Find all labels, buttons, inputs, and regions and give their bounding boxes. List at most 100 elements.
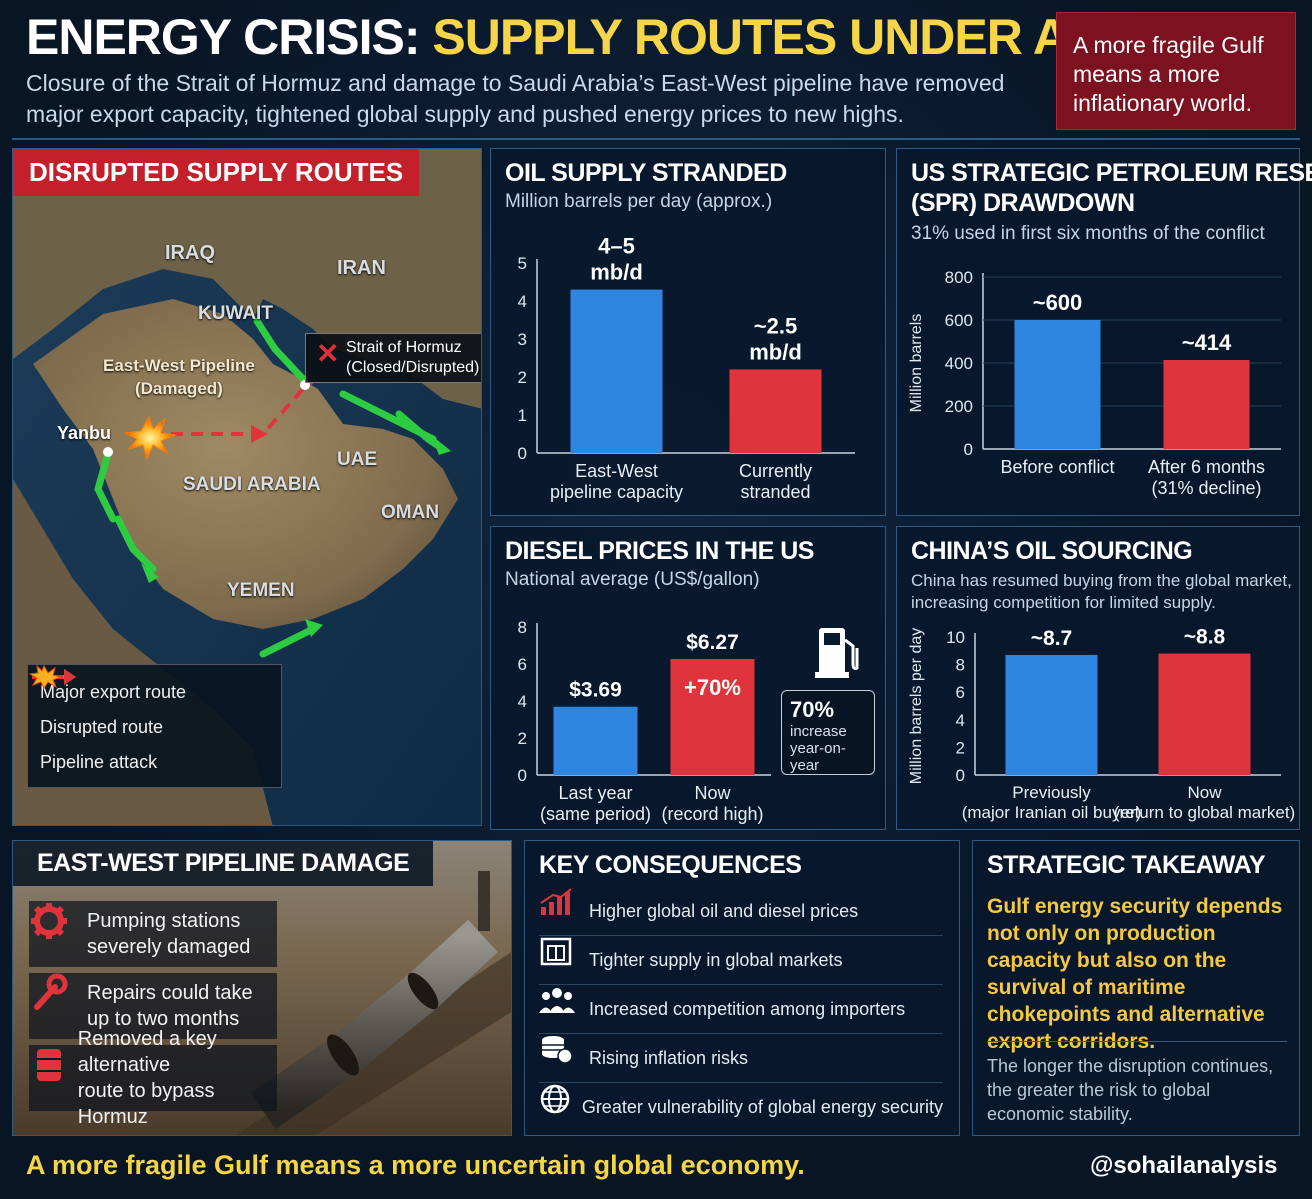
consequence-label: Tighter supply in global markets xyxy=(589,949,843,970)
major-export-routes xyxy=(94,317,447,658)
damage-item-line2: route to bypass Hormuz xyxy=(77,1080,215,1128)
y-tick-label: 0 xyxy=(518,766,527,785)
page-title: ENERGY CRISIS: SUPPLY ROUTES UNDER ATTAC… xyxy=(26,8,1226,66)
warehouse-icon xyxy=(540,937,572,966)
hormuz-callout: ✕ Strait of Hormuz (Closed/Disrupted) xyxy=(305,333,481,383)
category-label: (major Iranian oil buyer) xyxy=(962,803,1142,822)
category-label: Currently xyxy=(739,461,812,481)
oil-subtitle: Million barrels per day (approx.) xyxy=(505,191,773,212)
category-label: Before conflict xyxy=(1000,457,1114,477)
diesel-subtitle: National average (US$/gallon) xyxy=(505,569,760,590)
value-label: ~600 xyxy=(1033,290,1083,315)
y-axis-label: Million barrels xyxy=(908,314,925,413)
y-tick-label: 1 xyxy=(518,406,527,425)
china-panel: CHINA’S OIL SOURCING China has resumed b… xyxy=(896,526,1300,830)
y-tick-label: 5 xyxy=(518,254,527,273)
category-label: Now xyxy=(1187,783,1222,802)
value-label: 4–5 xyxy=(598,234,635,259)
label-iraq: IRAQ xyxy=(165,242,215,264)
label-oman: OMAN xyxy=(381,502,440,523)
consequence-label: Rising inflation risks xyxy=(589,1047,749,1068)
pipeline-label-line1: East-West Pipeline xyxy=(103,356,255,375)
label-kuwait: KUWAIT xyxy=(198,303,273,324)
badge-line1: increase xyxy=(790,723,847,740)
damage-title: EAST-WEST PIPELINE DAMAGE xyxy=(13,841,434,886)
bar xyxy=(553,706,638,775)
value-label: ~2.5 xyxy=(754,313,797,338)
y-tick-label: 6 xyxy=(518,655,527,674)
value-label: mb/d xyxy=(749,339,802,364)
explosion-icon xyxy=(28,665,62,689)
disrupted-arrowhead xyxy=(251,425,268,443)
map-legend: Major export route Disrupted route Pipel… xyxy=(27,664,282,788)
value-label: mb/d xyxy=(590,260,643,285)
legend-item-disrupted: Disrupted route xyxy=(32,669,269,745)
consequence-label: Higher global oil and diesel prices xyxy=(589,900,859,921)
category-label: stranded xyxy=(740,482,810,502)
y-tick-label: 8 xyxy=(518,618,527,637)
y-axis-label: Million barrels per day xyxy=(908,628,925,785)
legend-item-attack: Pipeline attack xyxy=(28,665,269,780)
footer-tagline: A more fragile Gulf means a more uncerta… xyxy=(26,1150,805,1180)
y-tick-label: 2 xyxy=(518,729,527,748)
china-subtitle-line2: increasing competition for limited suppl… xyxy=(911,593,1216,612)
y-tick-label: 2 xyxy=(518,368,527,387)
takeaway-note: The longer the disruption continues, the… xyxy=(987,1056,1274,1124)
y-tick-label: 200 xyxy=(945,397,973,416)
value-label: $6.27 xyxy=(686,631,739,654)
y-tick-label: 3 xyxy=(518,330,527,349)
oil-title: OIL SUPPLY STRANDED xyxy=(505,159,787,187)
consequences-title: KEY CONSEQUENCES xyxy=(539,851,802,879)
fuel-pump-icon xyxy=(815,628,859,678)
bar xyxy=(1005,654,1098,775)
y-tick-label: 400 xyxy=(945,354,973,373)
y-tick-label: 8 xyxy=(956,656,965,675)
spr-subtitle: 31% used in first six months of the conf… xyxy=(911,223,1265,244)
bar xyxy=(1163,359,1250,449)
pipeline-label-line2: (Damaged) xyxy=(134,379,223,398)
disrupted-route xyxy=(131,379,315,436)
category-label: (return to global market) xyxy=(1114,803,1295,822)
diesel-panel: DIESEL PRICES IN THE US National average… xyxy=(490,526,886,830)
legend-label: Major export route xyxy=(40,682,187,702)
spr-chart: 0 200 400 600 800 Million barrels ~600 Before c… xyxy=(908,268,1281,498)
rising-chart-icon xyxy=(540,888,572,915)
y-tick-label: 6 xyxy=(956,683,965,702)
consequence-item: Rising inflation risks xyxy=(539,1034,943,1083)
y-tick-label: 0 xyxy=(964,440,973,459)
footer-handle: @sohailanalysis xyxy=(1090,1152,1278,1179)
value-label: $3.69 xyxy=(569,679,622,702)
y-tick-label: 0 xyxy=(956,766,965,785)
wrench-icon xyxy=(34,973,68,1010)
consequence-item: Increased competition among importers xyxy=(539,985,943,1034)
y-tick-label: 4 xyxy=(518,292,527,311)
consequence-item: Greater vulnerability of global energy s… xyxy=(539,1083,943,1132)
spr-title-line2: (SPR) DRAWDOWN xyxy=(911,189,1135,217)
quote-box: A more fragile Gulf means a more inflati… xyxy=(1056,12,1296,130)
pipeline-attack-explosion xyxy=(123,415,177,461)
inner-label: +70% xyxy=(684,675,741,700)
damage-item-line1: Pumping stations xyxy=(87,910,241,932)
y-tick-label: 2 xyxy=(956,738,965,757)
category-label: After 6 months xyxy=(1148,457,1265,477)
label-iran: IRAN xyxy=(337,257,386,279)
y-tick-label: 800 xyxy=(945,268,973,287)
value-label: ~8.8 xyxy=(1184,626,1226,649)
label-yanbu: Yanbu xyxy=(57,423,112,443)
badge-line2: year-on-year xyxy=(790,740,846,774)
label-saudi-arabia: SAUDI ARABIA xyxy=(183,474,321,495)
value-label: ~414 xyxy=(1182,330,1232,355)
category-label: (same period) xyxy=(540,804,651,824)
y-tick-label: 10 xyxy=(946,628,965,647)
spr-panel: US STRATEGIC PETROLEUM RESERVE (SPR) DRA… xyxy=(896,148,1312,516)
damage-item-line2: severely damaged xyxy=(87,936,251,958)
hormuz-label-line2: (Closed/Disrupted) xyxy=(346,359,480,376)
category-label: (record high) xyxy=(661,804,763,824)
label-uae: UAE xyxy=(337,449,378,470)
legend-label: Disrupted route xyxy=(40,717,164,737)
category-label: pipeline capacity xyxy=(550,482,683,502)
bar xyxy=(670,659,755,775)
damage-item-line2: up to two months xyxy=(87,1008,240,1030)
bar xyxy=(1158,653,1251,775)
